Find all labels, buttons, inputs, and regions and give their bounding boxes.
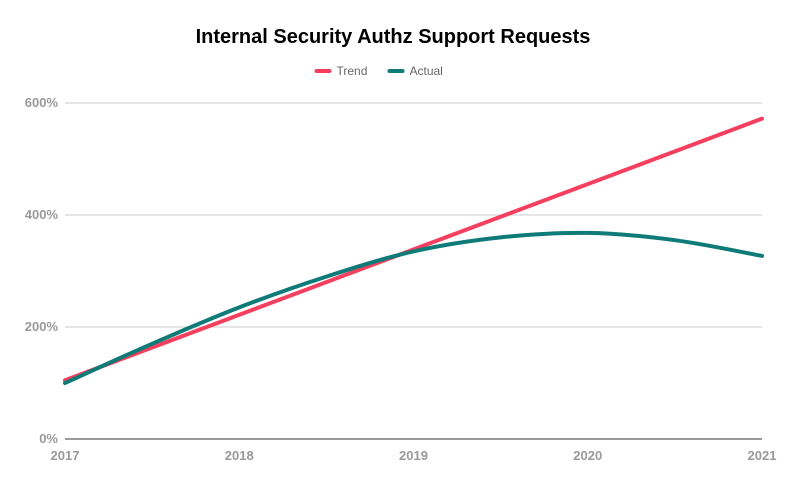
x-tick-label: 2020	[573, 448, 602, 463]
grid-lines	[65, 102, 762, 440]
y-tick-label: 600%	[25, 95, 59, 110]
legend-label: Trend	[337, 64, 368, 78]
legend: Trend Actual	[314, 64, 443, 78]
legend-item-trend: Trend	[314, 64, 368, 78]
y-tick-label: 200%	[25, 319, 59, 334]
x-tick-label: 2019	[399, 448, 428, 463]
legend-label: Actual	[410, 64, 443, 78]
y-axis-ticks: 0% 200% 400% 600%	[25, 95, 59, 446]
x-tick-label: 2017	[51, 448, 80, 463]
legend-item-actual: Actual	[387, 64, 443, 78]
y-tick-label: 400%	[25, 207, 59, 222]
series-line-actual	[63, 230, 764, 385]
series-lines	[63, 116, 764, 385]
x-axis-ticks: 2017 2018 2019 2020 2021	[51, 448, 777, 463]
y-tick-label: 0%	[39, 431, 58, 446]
chart-title: Internal Security Authz Support Requests	[196, 26, 591, 48]
x-tick-label: 2018	[225, 448, 254, 463]
x-tick-label: 2021	[748, 448, 777, 463]
